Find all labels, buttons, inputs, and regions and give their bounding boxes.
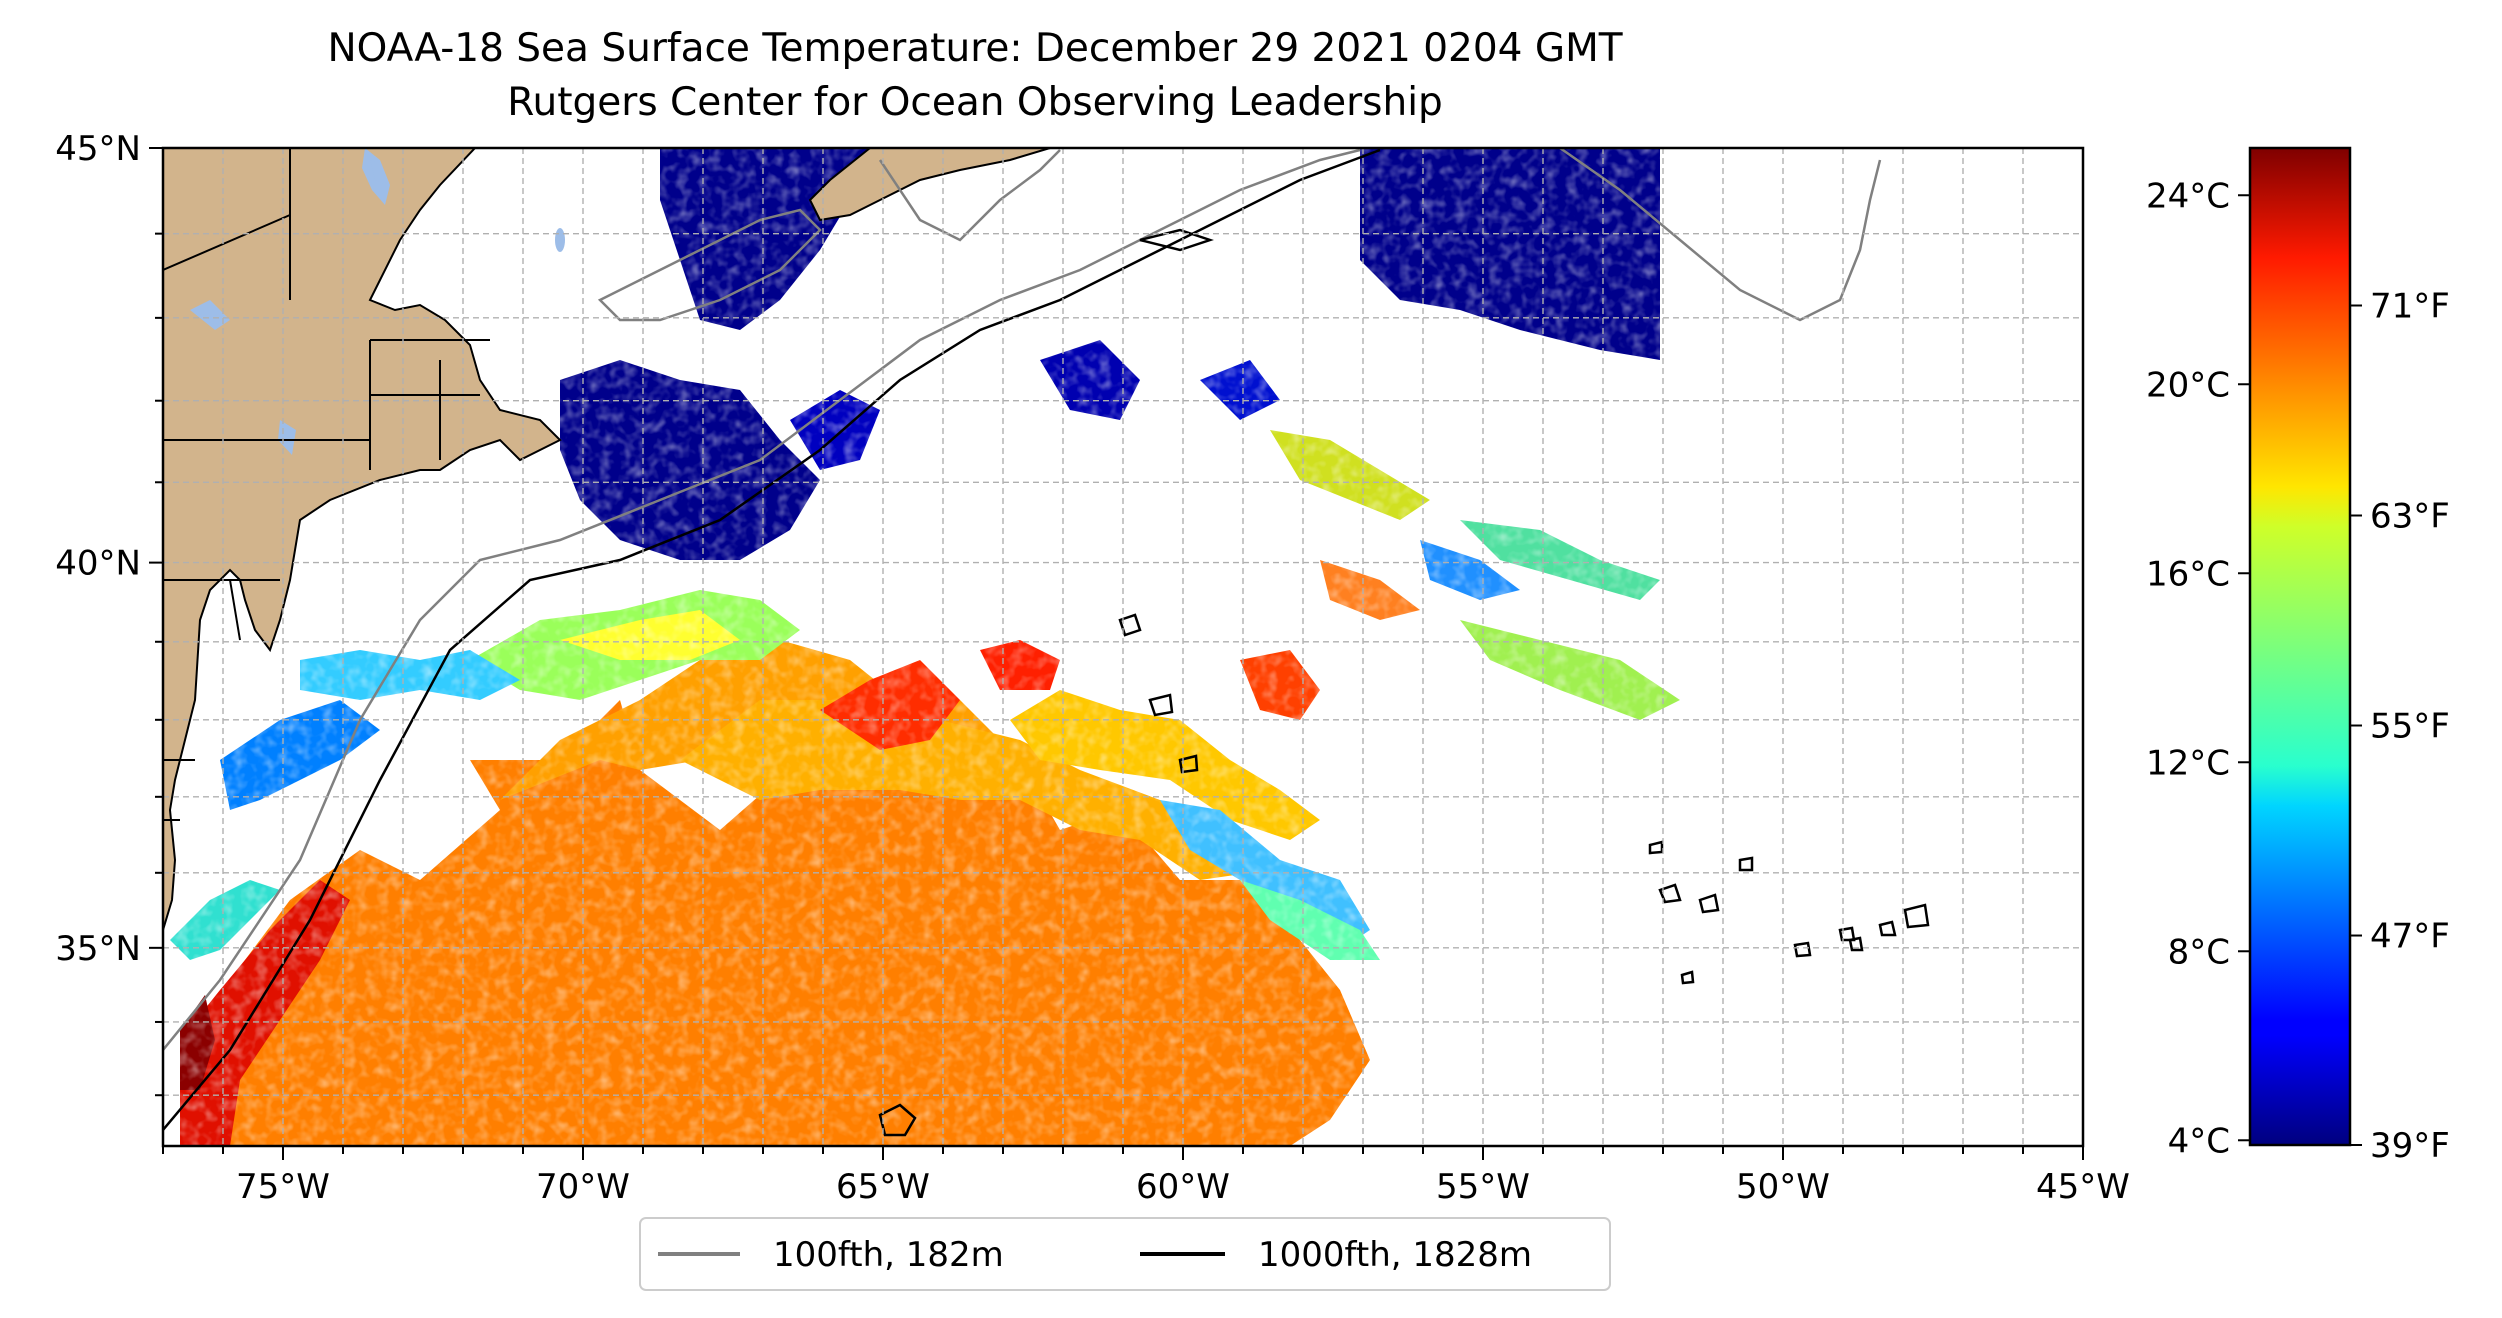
map-area[interactable] (163, 148, 2083, 1146)
map-title: NOAA-18 Sea Surface Temperature: Decembe… (327, 26, 1623, 71)
lon-tick-label: 50°W (1736, 1167, 1830, 1207)
map-subtitle: Rutgers Center for Ocean Observing Leade… (507, 80, 1443, 125)
colorbar-celsius-label: 24°C (2146, 176, 2230, 216)
legend-label-1000fth: 1000fth, 1828m (1258, 1235, 1532, 1275)
colorbar-fahrenheit-label: 63°F (2370, 497, 2450, 537)
grid-lines (163, 148, 2083, 1146)
colorbar-gradient (2248, 146, 2352, 1147)
colorbar-celsius-label: 20°C (2146, 365, 2230, 405)
lat-tick-label: 45°N (55, 129, 141, 169)
lat-tick-label: 40°N (55, 544, 141, 584)
colorbar: 4°C 8°C 12°C 16°C 20°C 24°C 39°F 47°F 55°F 63°F 71… (2146, 146, 2450, 1166)
colorbar-fahrenheit-label: 71°F (2370, 287, 2450, 327)
lat-tick-label: 35°N (55, 929, 141, 969)
colorbar-fahrenheit-label: 55°F (2370, 707, 2450, 747)
lakes (190, 148, 565, 455)
contour-100fth (163, 148, 1882, 1051)
lon-tick-label: 55°W (1436, 1167, 1530, 1207)
colorbar-celsius-label: 12°C (2146, 743, 2230, 783)
lon-tick-label: 70°W (536, 1167, 630, 1207)
lon-tick-label: 45°W (2036, 1167, 2130, 1207)
land-mass (163, 148, 1051, 931)
lon-tick-label: 65°W (836, 1167, 930, 1207)
colorbar-fahrenheit-label: 47°F (2370, 917, 2450, 957)
colorbar-celsius-label: 16°C (2146, 554, 2230, 594)
lon-tick-label: 75°W (236, 1167, 330, 1207)
lon-tick-label: 60°W (1136, 1167, 1230, 1207)
state-boundaries (163, 148, 490, 821)
legend: 100fth, 182m 1000fth, 1828m (639, 1217, 1611, 1291)
legend-label-100fth: 100fth, 182m (773, 1235, 1004, 1275)
colorbar-celsius-label: 8°C (2168, 932, 2230, 972)
map-axis-ticks (149, 147, 2084, 1160)
colorbar-fahrenheit-label: 39°F (2370, 1126, 2450, 1166)
colorbar-celsius-label: 4°C (2168, 1121, 2230, 1161)
